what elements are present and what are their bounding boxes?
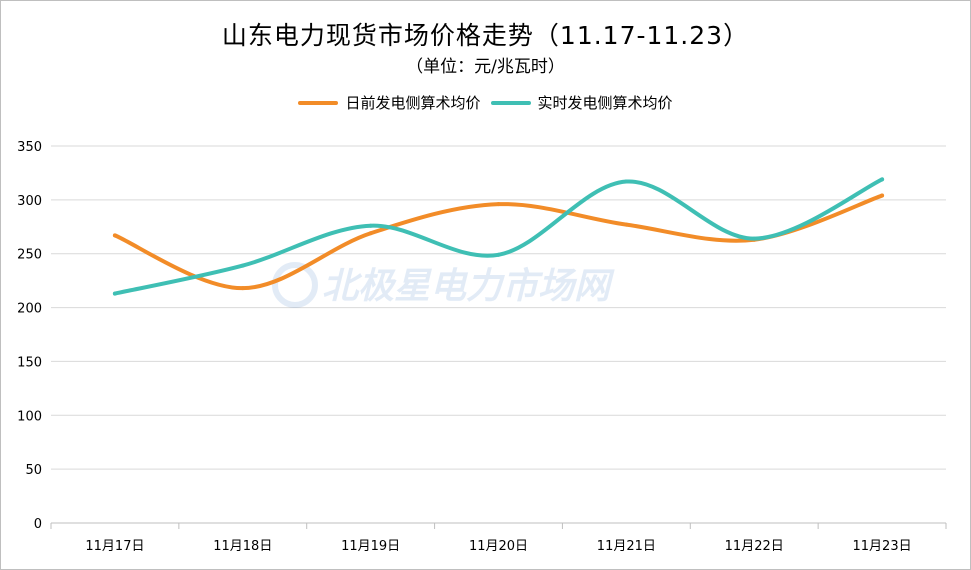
data-point-0-4 [624,222,629,227]
data-point-1-6 [880,177,885,182]
y-tick-label-200: 200 [17,302,42,317]
data-point-0-3 [496,202,501,207]
data-point-0-6 [880,193,885,198]
data-point-1-1 [240,263,245,268]
y-tick-label-250: 250 [17,248,42,263]
legend-item-realtime: 实时发电侧算术均价 [490,92,673,113]
y-tick-label-0: 0 [34,517,42,532]
data-point-1-0 [112,291,117,296]
x-tick-label-5: 11月22日 [725,539,784,554]
chart-subtitle: （单位：元/兆瓦时） [406,57,565,77]
x-tick-label-0: 11月17日 [85,539,144,554]
legend-label-realtime: 实时发电侧算术均价 [537,94,673,112]
data-point-1-3 [496,252,501,257]
watermark-logo-icon [272,262,318,308]
x-tick-label-1: 11月18日 [213,539,272,554]
legend-item-dayahead: 日前发电侧算术均价 [298,92,481,113]
x-tick-label-3: 11月20日 [469,539,528,554]
legend-label-dayahead: 日前发电侧算术均价 [345,94,481,112]
y-tick-label-50: 50 [25,463,42,478]
data-point-1-4 [624,179,629,184]
y-tick-label-350: 350 [17,140,42,155]
x-tick-label-2: 11月19日 [341,539,400,554]
y-tick-label-100: 100 [17,409,42,424]
legend: 日前发电侧算术均价 实时发电侧算术均价 [0,92,971,113]
data-point-1-2 [368,223,373,228]
legend-swatch-dayahead [298,100,339,105]
x-tick-label-4: 11月21日 [597,539,656,554]
data-point-0-1 [240,286,245,291]
data-point-0-2 [368,231,373,236]
y-tick-label-150: 150 [17,355,42,370]
x-tick-label-6: 11月23日 [853,539,912,554]
watermark-text: 北极星电力市场网 [322,266,615,307]
data-point-1-5 [752,236,757,241]
legend-swatch-realtime [490,100,531,105]
watermark: 北极星电力市场网 [272,262,615,308]
data-point-0-0 [112,233,117,238]
y-tick-label-300: 300 [17,194,42,209]
chart-title: 山东电力现货市场价格走势（11.17-11.23） [221,21,750,50]
